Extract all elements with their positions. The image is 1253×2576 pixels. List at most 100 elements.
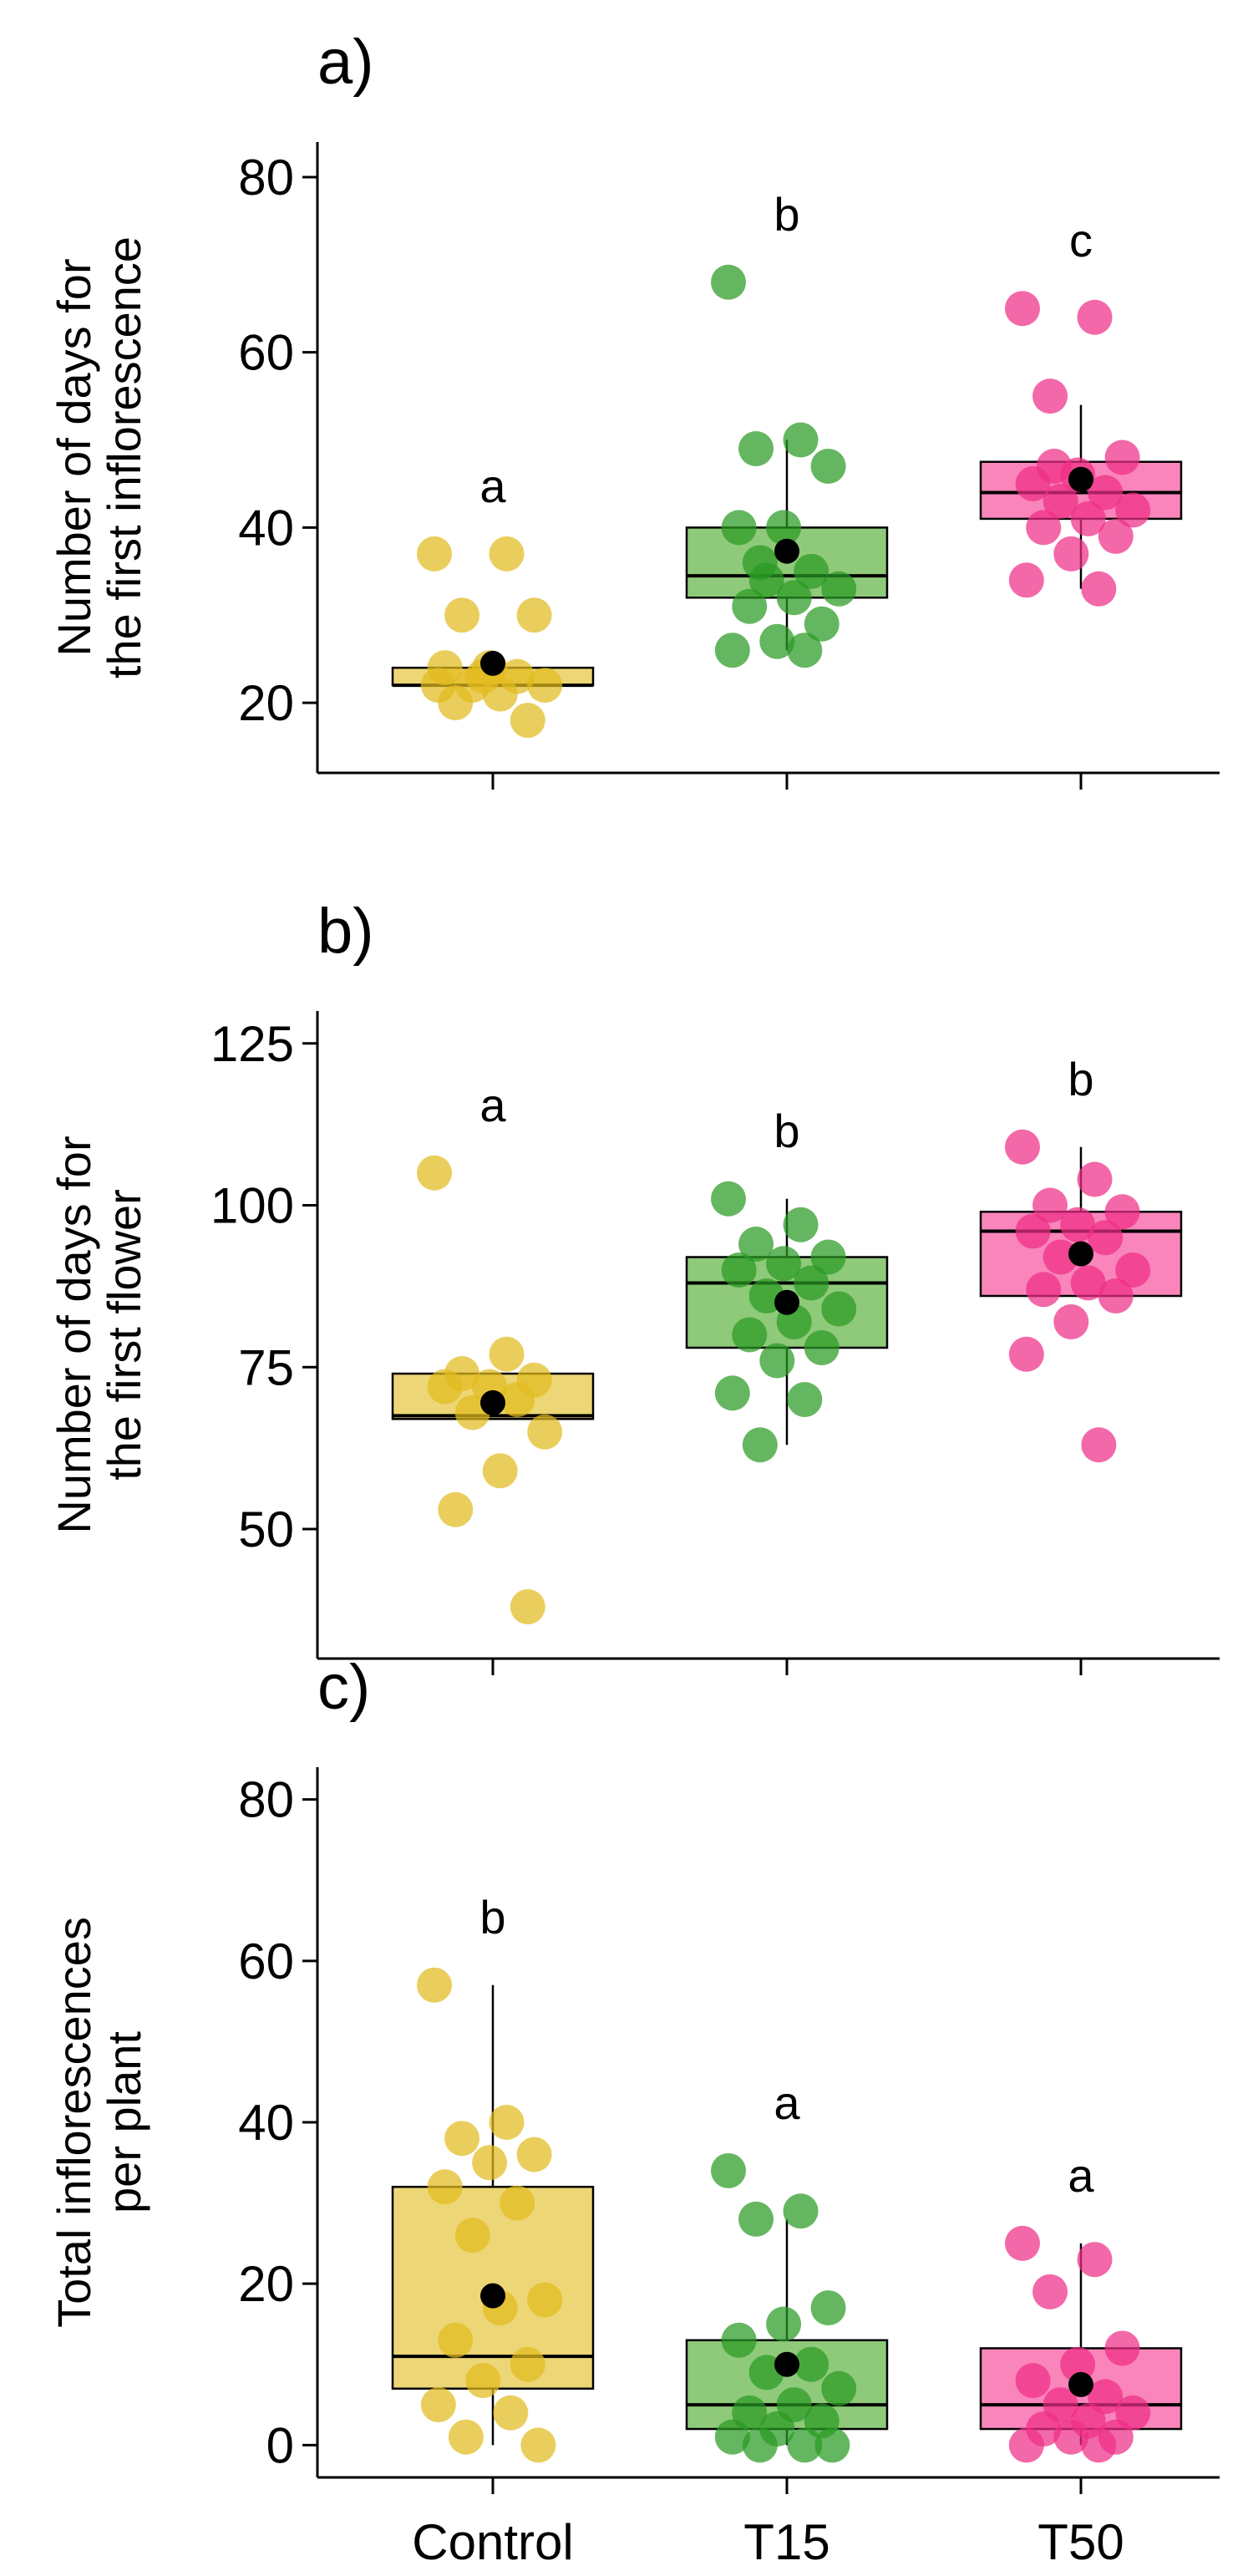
data-point: [821, 571, 857, 607]
data-point: [759, 623, 795, 659]
data-point: [821, 1291, 857, 1327]
data-point: [510, 2346, 545, 2382]
data-point: [711, 264, 746, 300]
data-point: [1008, 2427, 1044, 2463]
data-point: [1005, 291, 1040, 327]
data-point: [1005, 2225, 1040, 2261]
significance-letter: a: [479, 460, 506, 512]
mean-point: [1068, 1241, 1093, 1267]
data-point: [417, 1155, 452, 1191]
group-t15: b: [685, 188, 889, 668]
data-point: [1060, 1207, 1096, 1242]
data-point: [489, 1336, 525, 1372]
y-tick-label: 0: [266, 2417, 294, 2473]
data-point: [1060, 2346, 1096, 2382]
x-tick-label: Control: [412, 2514, 573, 2570]
data-point: [493, 2395, 529, 2431]
data-point: [1032, 1187, 1068, 1223]
data-point: [1015, 2363, 1051, 2399]
data-point: [438, 1491, 474, 1527]
data-point: [500, 1382, 535, 1417]
panel-label: b): [317, 896, 374, 967]
data-point: [738, 431, 774, 467]
data-point: [742, 1427, 778, 1463]
data-point: [520, 2427, 556, 2463]
data-point: [454, 2218, 490, 2253]
x-tick-label: T50: [1037, 2514, 1124, 2570]
data-point: [472, 2145, 508, 2181]
data-point: [482, 1453, 518, 1489]
data-point: [732, 588, 768, 624]
y-axis-label: Number of days for: [48, 258, 100, 656]
significance-letter: b: [1068, 1053, 1093, 1105]
panel-label: c): [317, 1652, 370, 1723]
y-tick-label: 80: [238, 150, 294, 206]
data-point: [527, 1414, 563, 1450]
data-point: [821, 2370, 857, 2406]
data-point: [804, 1330, 840, 1365]
data-point: [448, 2419, 484, 2455]
x-tick-label: T15: [743, 2514, 829, 2570]
data-point: [1042, 483, 1078, 519]
y-tick-label: 80: [238, 1772, 294, 1828]
data-point: [714, 2419, 750, 2455]
y-tick-label: 125: [211, 1016, 294, 1072]
data-point: [1032, 2274, 1068, 2309]
mean-point: [774, 538, 799, 564]
data-point: [1081, 571, 1117, 607]
data-point: [804, 606, 840, 642]
y-axis-label: per plant: [98, 2031, 150, 2213]
data-point: [810, 1239, 846, 1275]
data-point: [732, 1317, 768, 1353]
data-point: [417, 536, 452, 572]
data-point: [714, 1375, 750, 1411]
data-point: [787, 1382, 823, 1417]
data-point: [721, 1252, 757, 1288]
data-point: [766, 510, 802, 546]
y-axis-label: Number of days for: [48, 1136, 100, 1533]
y-tick-label: 100: [211, 1178, 294, 1234]
data-point: [1077, 299, 1113, 335]
data-point: [794, 2346, 829, 2382]
data-point: [516, 597, 552, 633]
data-point: [500, 2185, 535, 2221]
data-point: [787, 633, 823, 668]
data-point: [1070, 1265, 1106, 1301]
data-point: [1104, 439, 1140, 475]
data-point: [1081, 1427, 1117, 1463]
data-point: [787, 2427, 823, 2463]
data-point: [759, 1343, 795, 1379]
data-point: [1098, 518, 1134, 554]
data-point: [738, 2201, 774, 2237]
data-point: [1115, 492, 1151, 528]
data-point: [1104, 1194, 1140, 1230]
y-tick-label: 40: [238, 2095, 294, 2151]
data-point: [783, 422, 819, 458]
data-point: [427, 1369, 463, 1405]
data-point: [527, 2282, 563, 2318]
group-control: a: [391, 1079, 595, 1624]
group-t50: a: [979, 2149, 1183, 2463]
mean-point: [480, 2283, 505, 2309]
data-point: [742, 2427, 778, 2463]
data-point: [510, 703, 545, 739]
group-t50: c: [979, 214, 1183, 607]
mean-point: [774, 2351, 799, 2377]
y-tick-label: 40: [238, 500, 294, 556]
data-point: [1053, 536, 1089, 572]
significance-letter: a: [1068, 2149, 1094, 2202]
data-point: [711, 2152, 746, 2188]
data-point: [1015, 1213, 1051, 1249]
data-point: [444, 597, 480, 633]
data-point: [427, 2169, 463, 2205]
data-point: [420, 668, 456, 704]
group-t50: b: [979, 1053, 1183, 1463]
data-point: [1115, 1252, 1151, 1288]
data-point: [1070, 500, 1106, 536]
data-point: [1008, 1336, 1044, 1372]
data-point: [783, 1207, 819, 1242]
